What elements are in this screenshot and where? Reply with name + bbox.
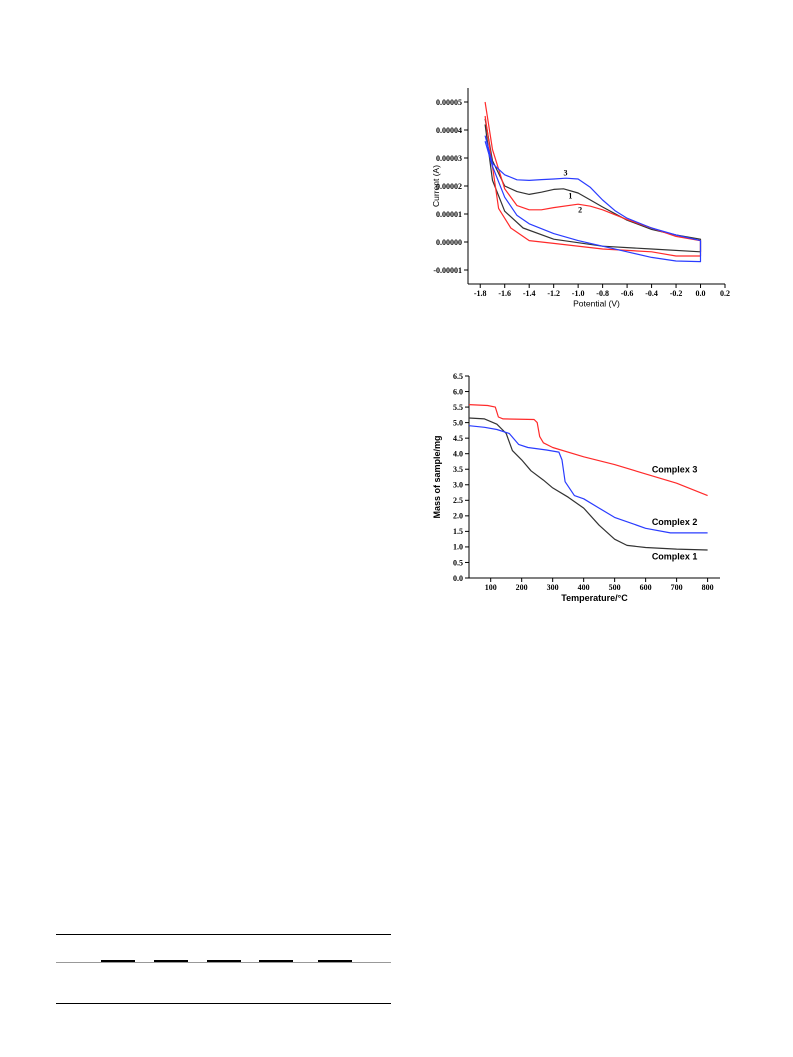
- y-tick-label: 0.00003: [436, 154, 462, 163]
- x-tick-label: -1.6: [498, 289, 511, 298]
- series-line-complex-1: [468, 417, 708, 551]
- x-tick-label: 500: [609, 583, 621, 592]
- y-tick-label: 0.00005: [436, 98, 462, 107]
- x-tick-label: -1.4: [523, 289, 536, 298]
- series-line-complex-2: [468, 425, 708, 534]
- curve-annotation-label: Complex 2: [652, 517, 698, 527]
- y-tick-label: 1.5: [453, 527, 463, 536]
- curve-annotation-label: 2: [578, 206, 582, 215]
- y-tick-label: 6.0: [453, 387, 463, 396]
- x-tick-label: 300: [547, 583, 559, 592]
- y-tick-label: 6.5: [453, 372, 463, 381]
- y-axis-title: Current (A): [431, 165, 441, 207]
- y-tick-label: 4.0: [453, 449, 463, 458]
- y-tick-label: 0.0: [453, 574, 463, 583]
- x-tick-label: -1.0: [572, 289, 585, 298]
- curve-annotation-label: 1: [568, 192, 572, 201]
- x-tick-label: -0.6: [621, 289, 634, 298]
- y-tick-label: 0.00000: [436, 238, 462, 247]
- table-column-rule: [207, 960, 241, 962]
- x-tick-label: -0.8: [596, 289, 609, 298]
- y-tick-label: 2.0: [453, 512, 463, 521]
- y-tick-label: 0.5: [453, 558, 463, 567]
- x-axis-title: Temperature/°C: [561, 593, 628, 603]
- x-tick-label: -1.2: [547, 289, 560, 298]
- table-column-rule: [259, 960, 293, 962]
- table-header-rule: [56, 962, 391, 963]
- curve-annotation-label: 3: [563, 168, 567, 177]
- x-tick-label: 800: [702, 583, 714, 592]
- table-column-rule: [154, 960, 188, 962]
- x-tick-label: 0.2: [720, 289, 730, 298]
- y-tick-label: 0.00001: [436, 210, 462, 219]
- x-tick-label: -0.2: [670, 289, 683, 298]
- y-tick-label: 3.5: [453, 465, 463, 474]
- cyclic-voltammetry-chart: -1.8 -1.6 -1.4 -1.2 -1.0 -0.8 -0.6 -0.4 -0.2 0.0 0…: [431, 88, 730, 309]
- x-axis-title: Potential (V): [573, 299, 620, 309]
- curve-annotation-label: Complex 1: [652, 551, 698, 561]
- x-tick-label: 200: [516, 583, 528, 592]
- x-tick-label: 100: [485, 583, 497, 592]
- table-column-rule: [101, 960, 135, 962]
- series-line-3: [484, 135, 702, 263]
- series-line-complex-3: [468, 404, 708, 497]
- x-tick-label: 700: [671, 583, 683, 592]
- y-tick-label: 5.0: [453, 418, 463, 427]
- x-tick-label: -0.4: [645, 289, 658, 298]
- y-tick-label: 1.0: [453, 543, 463, 552]
- table-bottom-rule: [56, 1003, 391, 1004]
- y-tick-label: 4.5: [453, 434, 463, 443]
- thermogravimetric-chart: 100 200 300 400 500 600 700 800 0.0 0.5 1.0 1.5 2.0 2…: [432, 372, 720, 603]
- x-tick-label: 0.0: [696, 289, 706, 298]
- table-column-rule: [318, 960, 352, 962]
- curve-annotation-label: Complex 3: [652, 464, 698, 474]
- y-tick-label: 5.5: [453, 403, 463, 412]
- table-top-rule: [56, 934, 391, 935]
- x-tick-label: 400: [578, 583, 590, 592]
- y-tick-label: 2.5: [453, 496, 463, 505]
- x-tick-label: -1.8: [474, 289, 487, 298]
- y-axis-title: Mass of sample/mg: [432, 435, 442, 518]
- y-tick-label: -0.00001: [433, 266, 462, 275]
- y-tick-label: 0.00002: [436, 182, 462, 191]
- y-tick-label: 0.00004: [436, 126, 462, 135]
- y-tick-label: 3.0: [453, 481, 463, 490]
- x-tick-label: 600: [640, 583, 652, 592]
